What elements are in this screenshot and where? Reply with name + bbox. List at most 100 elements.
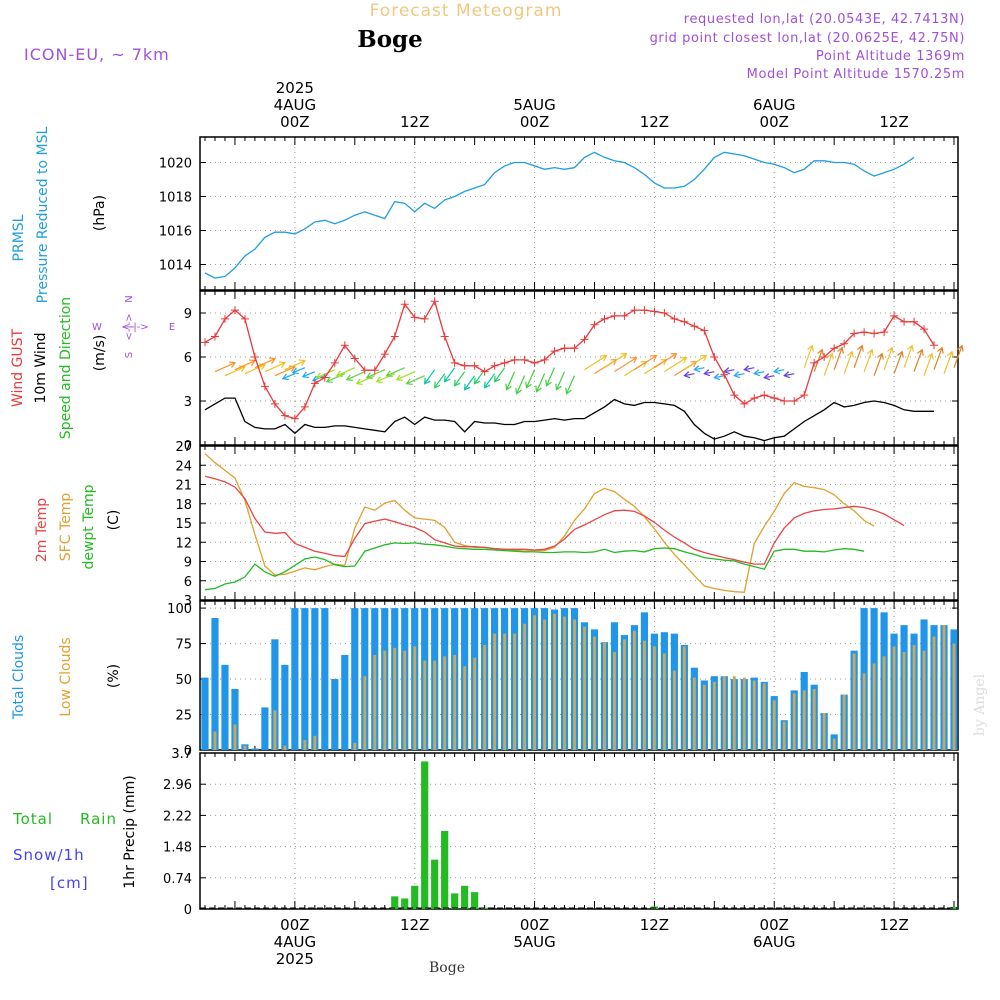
total-clouds-label: Total Clouds [11, 635, 27, 720]
y-tick-label: 1.48 [163, 841, 192, 856]
gust-marker [440, 332, 449, 341]
y-tick-label: 6 [184, 351, 192, 366]
y-tick-label: 2.96 [163, 778, 192, 793]
gust-marker [310, 379, 319, 388]
wind-direction-arrow [282, 373, 296, 380]
gust-marker [240, 314, 249, 323]
low-cloud-bar [363, 676, 367, 750]
gust-marker [410, 313, 419, 322]
requested-location: requested lon,lat (20.0543E, 42.7413N) [684, 12, 965, 27]
wind-direction-arrowhead [453, 379, 461, 387]
y-tick-label: 1020 [159, 157, 192, 172]
total-cloud-bar [281, 664, 289, 750]
gust-marker [760, 391, 769, 400]
wind-direction-arrowhead [917, 348, 924, 356]
snow-unit-label: [cm] [50, 874, 89, 892]
wind-direction-arrowhead [817, 348, 824, 356]
pressure-panel: 1014 1016 1018 1020 [159, 136, 959, 291]
bottom-time-label: 4AUG [274, 933, 316, 951]
low-cloud-bar [952, 643, 956, 750]
rain-bar [401, 898, 409, 909]
gust-marker [500, 358, 509, 367]
gust-marker [330, 358, 339, 367]
gust-marker [200, 338, 209, 347]
total-cloud-bar [261, 707, 269, 750]
wind-direction-arrowhead [493, 375, 501, 383]
gust-marker [630, 306, 639, 315]
gust-marker [280, 411, 289, 420]
total-cloud-bar [251, 748, 259, 750]
low-cloud-bar [603, 642, 606, 750]
clouds-panel: 0 25 50 75 100 [167, 600, 959, 759]
wind-unit-label: (m/s) [92, 335, 108, 372]
wind-direction-arrowhead [753, 369, 761, 377]
wind-direction-arrow [614, 357, 637, 373]
wind-direction-arrowhead [345, 374, 353, 382]
wind-direction-arrowhead [385, 370, 393, 378]
y-tick-label: 9 [184, 556, 192, 571]
top-time-label: 00Z [760, 113, 789, 131]
wind-direction-arrowhead [683, 371, 691, 379]
wind-direction-arrowhead [565, 387, 572, 395]
low-cloud-bar [503, 633, 507, 750]
gust-marker [860, 328, 869, 337]
low-cloud-bar [802, 690, 806, 750]
gust-marker [430, 297, 439, 306]
wind-direction-arrowhead [355, 378, 363, 386]
low-cloud-bar [403, 650, 407, 750]
y-tick-label: 21 [175, 479, 192, 494]
temperature-panel: 3 6 9 12 15 18 21 24 27 [175, 440, 959, 609]
wind-direction-arrowhead [555, 383, 562, 391]
wind-direction-arrowhead [525, 381, 532, 389]
wind-direction-arrowhead [857, 344, 864, 352]
wind-direction-arrowhead [535, 385, 542, 393]
gust-marker [770, 394, 779, 403]
bottom-time-label: 12Z [400, 916, 429, 934]
gust-marker [610, 311, 619, 320]
wind-direction-arrow [516, 375, 526, 394]
wind-direction-arrowhead [288, 365, 296, 372]
low-cloud-bar [862, 673, 866, 750]
wind-direction-arrowhead [258, 363, 267, 370]
rain-bar [950, 906, 958, 909]
gust-marker [790, 397, 799, 405]
wind-direction-arrowhead [365, 372, 373, 380]
gust-marker [390, 332, 399, 341]
low-cloud-bar [583, 626, 586, 750]
gust-marker [690, 322, 699, 331]
prmsl-desc-label: Pressure Reduced to MSL [35, 126, 51, 303]
gust-marker [450, 358, 459, 367]
low-cloud-bar [912, 644, 916, 750]
y-tick-label: 1018 [159, 191, 192, 206]
wind-direction-arrow [873, 353, 883, 376]
wind-direction-arrowhead [783, 371, 791, 379]
low-cloud-bar [882, 656, 886, 750]
gust-marker [850, 329, 859, 338]
wind-direction-arrow [953, 345, 963, 368]
watermark: by Angel [972, 673, 988, 736]
pressure-unit-label: (hPa) [92, 195, 108, 231]
wind-direction-arrow [833, 347, 843, 370]
wind-direction-arrow [292, 367, 306, 374]
temp2m-label: 2m Temp [34, 498, 50, 562]
low-cloud-bar [443, 656, 447, 750]
wind-direction-arrowhead [505, 383, 512, 391]
gust-marker [210, 332, 219, 341]
gust-marker [260, 382, 269, 391]
wind-direction-arrow [555, 371, 566, 390]
gust-marker [670, 314, 679, 323]
low-cloud-bar [652, 646, 656, 750]
low-cloud-bar [852, 653, 856, 750]
cloud-labels: Total Clouds Low Clouds (%) by Angel [11, 635, 988, 736]
svg-text:N: N [124, 295, 135, 302]
wind-direction-arrow [376, 373, 395, 383]
gust-marker [560, 344, 569, 353]
gust-marker [360, 366, 369, 375]
wind-direction-arrowhead [291, 367, 299, 375]
wind-direction-arrow [214, 362, 236, 373]
bottom-time-label: 00Z [520, 916, 549, 934]
wind-direction-arrow [234, 360, 256, 371]
low-cloud-bar [782, 721, 786, 750]
y-tick-label: 24 [175, 459, 192, 474]
